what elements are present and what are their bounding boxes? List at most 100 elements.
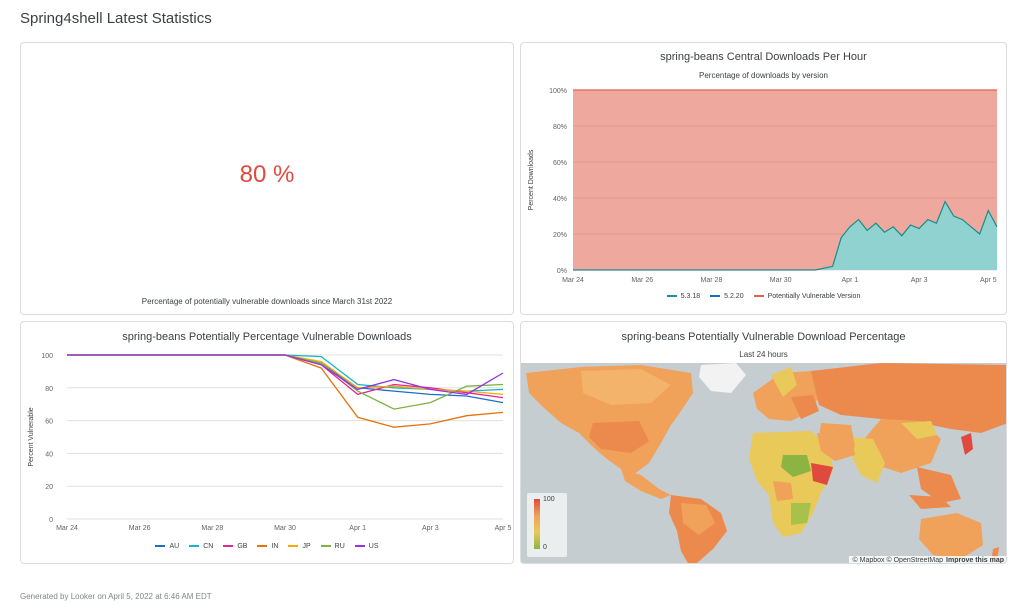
downloads-area-chart: 0% 20% 40% 60% 80% 100% Mar 24 Mar 26 Mar 28 Mar … (528, 88, 998, 284)
area-series-5-3-18 (573, 201, 997, 270)
map-region (699, 363, 746, 393)
line-chart-legend: AU CN GB IN JP RU US (21, 543, 513, 550)
legend-item[interactable]: JP (288, 543, 311, 550)
legend-swatch (223, 545, 234, 548)
legend-label: 5.2.20 (724, 293, 744, 300)
x-tick-label: Apr 1 (842, 277, 859, 284)
legend-swatch (666, 295, 677, 298)
kpi-caption: Percentage of potentially vulnerable dow… (141, 297, 393, 306)
world-map-shapes (526, 363, 1006, 563)
legend-item[interactable]: 5.2.20 (710, 293, 744, 300)
x-tick-label: Apr 3 (422, 525, 439, 532)
tile-title: spring-beans Potentially Percentage Vuln… (122, 331, 412, 343)
map-region (773, 481, 793, 501)
downloads-per-hour-tile[interactable]: spring-beans Central Downloads Per Hour … (520, 42, 1007, 315)
tile-title: spring-beans Potentially Vulnerable Down… (621, 331, 906, 343)
x-tick-label: Apr 5 (495, 525, 512, 532)
map-region (909, 495, 951, 509)
y-tick-label: 20% (553, 232, 567, 239)
kpi-value: 80 % (239, 161, 295, 188)
map-legend-gradient (534, 499, 540, 549)
tile-title: spring-beans Central Downloads Per Hour (660, 51, 867, 63)
y-tick-label: 60% (553, 160, 567, 167)
line-series-cn (67, 354, 504, 392)
area-series-5-3-18-line (573, 200, 998, 271)
map-region (919, 513, 983, 559)
map-region (817, 433, 855, 461)
y-tick-label: 20 (45, 484, 53, 491)
legend-label: GB (237, 543, 248, 550)
y-tick-label: 0% (557, 268, 567, 275)
vulnerable-downloads-tile[interactable]: spring-beans Potentially Percentage Vuln… (20, 321, 514, 564)
tile-subtitle: Last 24 hours (739, 350, 788, 359)
vulnerable-line-chart: 0 20 40 60 80 100 Mar 24 Mar 26 Mar 28 Mar 30 Apr … (28, 353, 512, 532)
y-tick-label: 100 (41, 353, 53, 360)
improve-map-link[interactable]: Improve this map (946, 557, 1004, 564)
legend-swatch (288, 545, 299, 548)
legend-label: IN (271, 543, 279, 550)
legend-item[interactable]: CN (189, 543, 213, 550)
x-tick-label: Mar 26 (129, 525, 151, 532)
area-chart-legend: 5.3.18 5.2.20 Potentially Vulnerable Versi… (521, 293, 1006, 300)
map-legend-min: 0 (543, 544, 547, 551)
legend-swatch (710, 295, 721, 298)
x-tick-label: Mar 24 (56, 525, 78, 532)
legend-swatch (753, 295, 764, 298)
legend-swatch (354, 545, 365, 548)
map-region (781, 455, 811, 477)
legend-item[interactable]: GB (223, 543, 247, 550)
y-tick-label: 0 (49, 517, 53, 524)
legend-item[interactable]: 5.3.18 (666, 293, 701, 300)
x-tick-label: Apr 1 (349, 525, 366, 532)
legend-item[interactable]: US (354, 543, 379, 550)
legend-item[interactable]: Potentially Vulnerable Version (753, 293, 861, 300)
legend-label: RU (334, 543, 345, 550)
map-region (791, 395, 819, 419)
map-region (791, 503, 811, 525)
legend-item[interactable]: RU (320, 543, 345, 550)
tile-subtitle: Percentage of downloads by version (699, 71, 828, 80)
legend-label: Potentially Vulnerable Version (767, 293, 861, 300)
y-tick-label: 100% (549, 88, 567, 95)
legend-label: 5.3.18 (680, 293, 701, 300)
y-tick-label: 60 (45, 419, 53, 426)
legend-label: CN (203, 543, 214, 550)
legend-item[interactable]: IN (257, 543, 278, 550)
line-series-ru (67, 354, 504, 410)
line-series-au (67, 354, 504, 404)
y-tick-label: 80% (553, 124, 567, 131)
legend-label: JP (302, 543, 311, 550)
legend-item[interactable]: AU (155, 543, 179, 550)
y-axis-label: Percent Downloads (528, 149, 535, 210)
x-tick-label: Mar 30 (770, 277, 792, 284)
world-map[interactable]: 100 0 © Mapbox © OpenStreetMap Improve th… (521, 363, 1006, 564)
legend-swatch (257, 545, 268, 548)
line-series-in (67, 354, 504, 428)
map-region (961, 433, 973, 455)
kpi-tile[interactable]: 80 % Percentage of potentially vulnerabl… (20, 42, 514, 315)
map-color-legend: 100 0 (527, 493, 567, 557)
map-region (901, 421, 937, 439)
map-region (681, 503, 715, 535)
y-tick-label: 40 (45, 451, 53, 458)
map-region (589, 421, 649, 453)
x-tick-label: Mar 24 (562, 277, 584, 284)
vulnerable-map-tile[interactable]: spring-beans Potentially Vulnerable Down… (520, 321, 1007, 564)
map-attribution: © Mapbox © OpenStreetMap Improve this map (848, 556, 1006, 564)
map-region (621, 469, 671, 499)
x-tick-label: Mar 28 (201, 525, 223, 532)
line-series-gb (67, 354, 504, 399)
legend-swatch (320, 545, 331, 548)
map-attribution-text[interactable]: © Mapbox © OpenStreetMap (852, 557, 944, 564)
map-region (917, 467, 961, 503)
x-tick-label: Apr 3 (911, 277, 928, 284)
y-axis-label: Percent Vulnerable (28, 407, 35, 466)
line-series-us (67, 354, 504, 396)
y-tick-label: 80 (45, 386, 53, 393)
y-tick-label: 40% (553, 196, 567, 203)
legend-swatch (189, 545, 200, 548)
x-tick-label: Apr 5 (980, 277, 997, 284)
footer-generated-by: Generated by Looker on April 5, 2022 at … (20, 592, 212, 601)
map-region (581, 369, 671, 405)
map-region (811, 463, 833, 485)
